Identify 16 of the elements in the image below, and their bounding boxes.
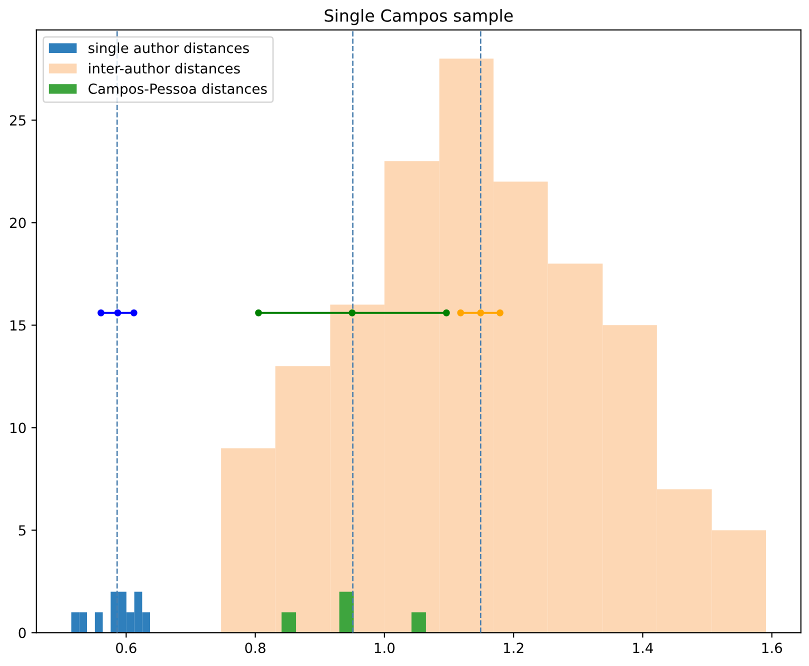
x-tick-label: 1.0	[374, 642, 395, 654]
x-tick-label: 1.2	[504, 642, 524, 653]
legend-label: inter-author distances	[89, 62, 240, 74]
y-tick-label: 10	[10, 422, 26, 434]
chart-title: Single Campos sample	[324, 8, 513, 26]
y-tick-label: 5	[18, 525, 26, 536]
y-tick-label: 0	[18, 628, 26, 638]
y-tick-label: 15	[10, 320, 26, 331]
legend-label: Campos-Pessoa distances	[88, 83, 267, 97]
x-tick-label: 1.6	[762, 642, 782, 654]
x-tick-label: 0.6	[116, 642, 136, 654]
legend-label: single author distances	[88, 42, 249, 56]
x-tick-label: 0.8	[245, 642, 266, 654]
y-tick-label: 25	[10, 115, 26, 126]
y-tick-label: 20	[10, 218, 26, 228]
x-tick-label: 1.4	[633, 642, 653, 653]
